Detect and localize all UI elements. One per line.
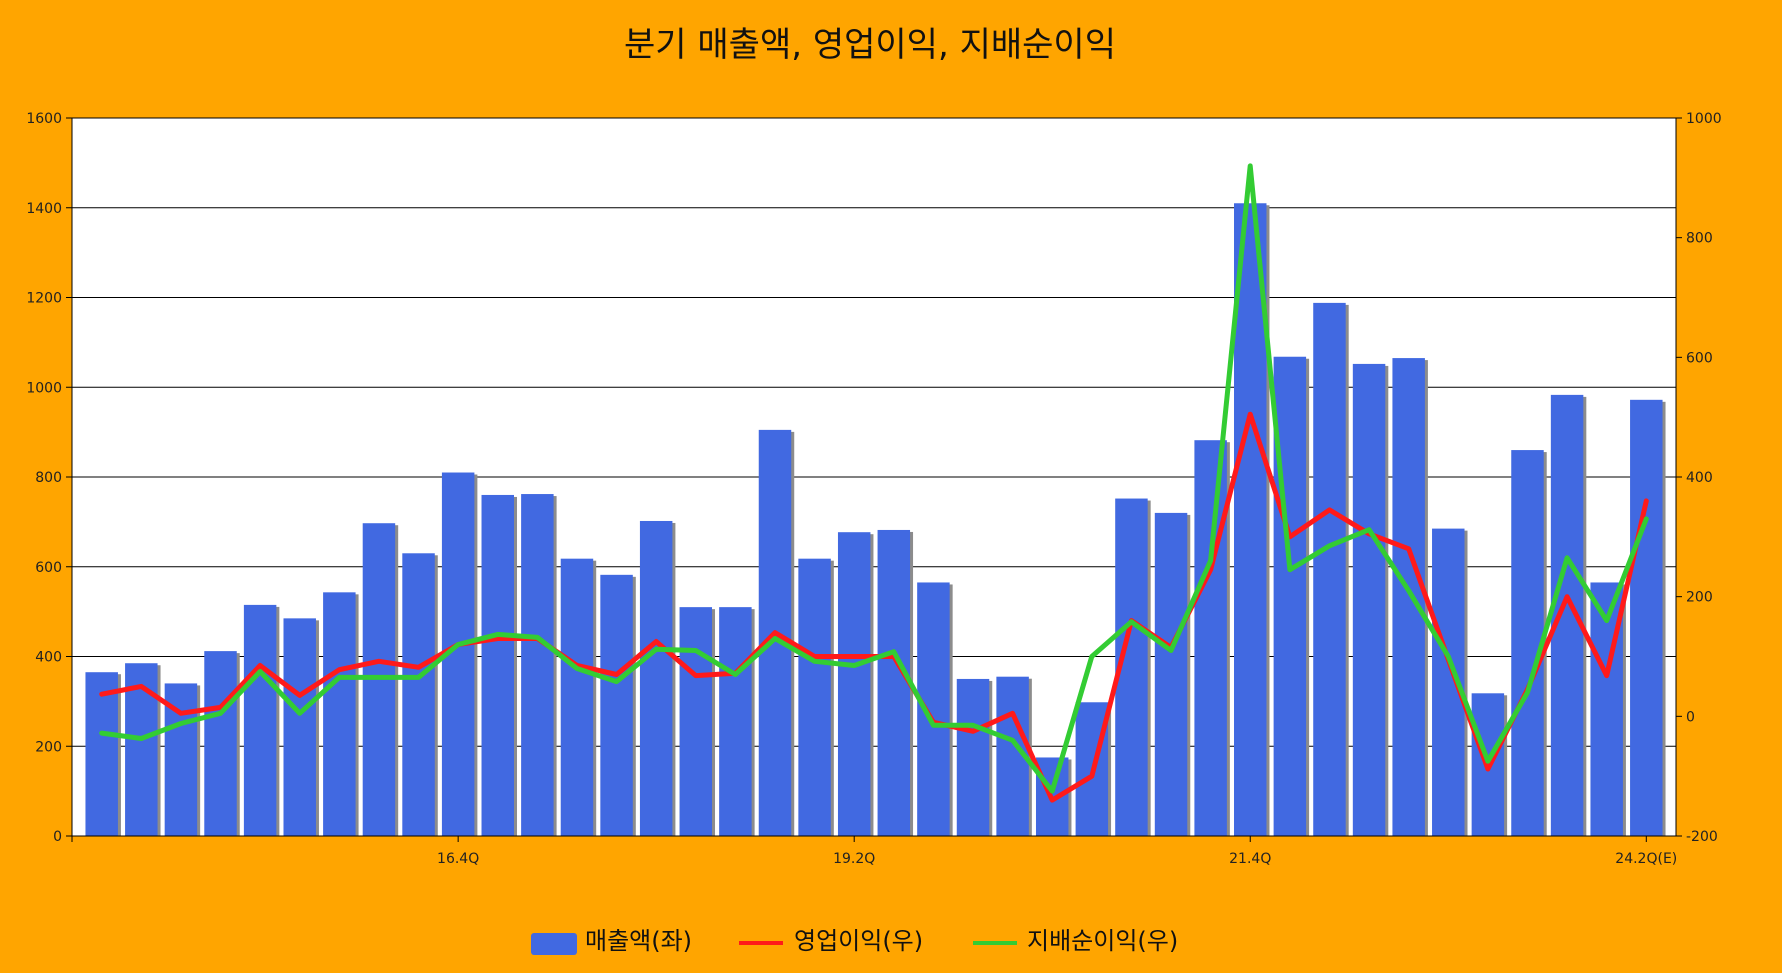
legend-label-revenue: 매출액(좌) <box>585 927 692 955</box>
y-right-tick-label: 1000 <box>1686 111 1722 127</box>
revenue-bar <box>1234 203 1267 836</box>
x-tick-label: 24.2Q(E) <box>1615 851 1677 867</box>
y-right-tick-label: -200 <box>1686 829 1718 845</box>
legend-swatch-revenue <box>531 933 577 955</box>
y-right-tick-label: 200 <box>1686 590 1713 606</box>
legend-label-net-profit: 지배순이익(우) <box>1027 927 1178 955</box>
revenue-bar <box>1352 363 1386 836</box>
line-series <box>99 163 1649 803</box>
y-right-tick-label: 800 <box>1686 231 1713 247</box>
y-right-tick-label: 0 <box>1686 709 1695 725</box>
revenue-bar <box>956 678 990 836</box>
revenue-bar <box>798 558 831 836</box>
y-left-tick-label: 400 <box>35 650 62 666</box>
revenue-bar <box>1630 399 1663 836</box>
chart-title: 분기 매출액, 영업이익, 지배순이익 <box>624 25 1116 65</box>
revenue-bar <box>837 532 871 836</box>
revenue-bar <box>1511 450 1544 836</box>
y-left-tick-label: 200 <box>35 739 62 755</box>
revenue-bar <box>521 494 554 836</box>
y-left-tick-label: 600 <box>35 560 62 576</box>
y-right-tick-label: 600 <box>1686 350 1713 366</box>
revenue-bar <box>560 558 594 836</box>
axes: 0 200 400 600 800 1000 1200 1400 1600 -200 0 200 400… <box>26 111 1721 867</box>
revenue-bar <box>1194 440 1227 836</box>
y-left-tick-label: 0 <box>53 829 62 845</box>
legend-item-net-profit: 지배순이익(우) <box>973 927 1178 955</box>
revenue-bar <box>323 592 356 836</box>
revenue-bar <box>639 520 673 836</box>
x-tick-label: 19.2Q <box>833 851 875 867</box>
x-tick-label: 21.4Q <box>1229 851 1271 867</box>
y-left-tick-label: 1400 <box>26 201 62 217</box>
legend-label-operating-profit: 영업이익(우) <box>794 927 923 955</box>
y-left-tick-label: 1000 <box>26 380 62 396</box>
net-profit-line <box>99 163 1649 794</box>
revenue-bar <box>85 672 118 836</box>
revenue-bar <box>204 651 237 836</box>
y-left-tick-label: 800 <box>35 470 62 486</box>
revenue-bar <box>1392 358 1425 836</box>
revenue-bar <box>600 574 633 836</box>
revenue-bar <box>679 607 713 836</box>
y-left-tick-label: 1200 <box>26 291 62 307</box>
revenue-bar <box>1313 302 1346 836</box>
revenue-bar <box>1154 512 1188 836</box>
revenue-bar <box>719 607 752 836</box>
legend: 매출액(좌) 영업이익(우) 지배순이익(우) <box>531 927 1178 955</box>
legend-item-revenue: 매출액(좌) <box>531 927 692 955</box>
y-left-tick-label: 1600 <box>26 111 62 127</box>
y-right-tick-label: 400 <box>1686 470 1713 486</box>
revenue-bar <box>283 618 316 836</box>
revenue-bar <box>877 529 911 836</box>
x-tick-label: 16.4Q <box>437 851 479 867</box>
revenue-bar <box>402 553 435 836</box>
legend-item-operating-profit: 영업이익(우) <box>739 927 923 955</box>
revenue-bar <box>243 604 277 836</box>
revenue-bar <box>481 494 514 836</box>
